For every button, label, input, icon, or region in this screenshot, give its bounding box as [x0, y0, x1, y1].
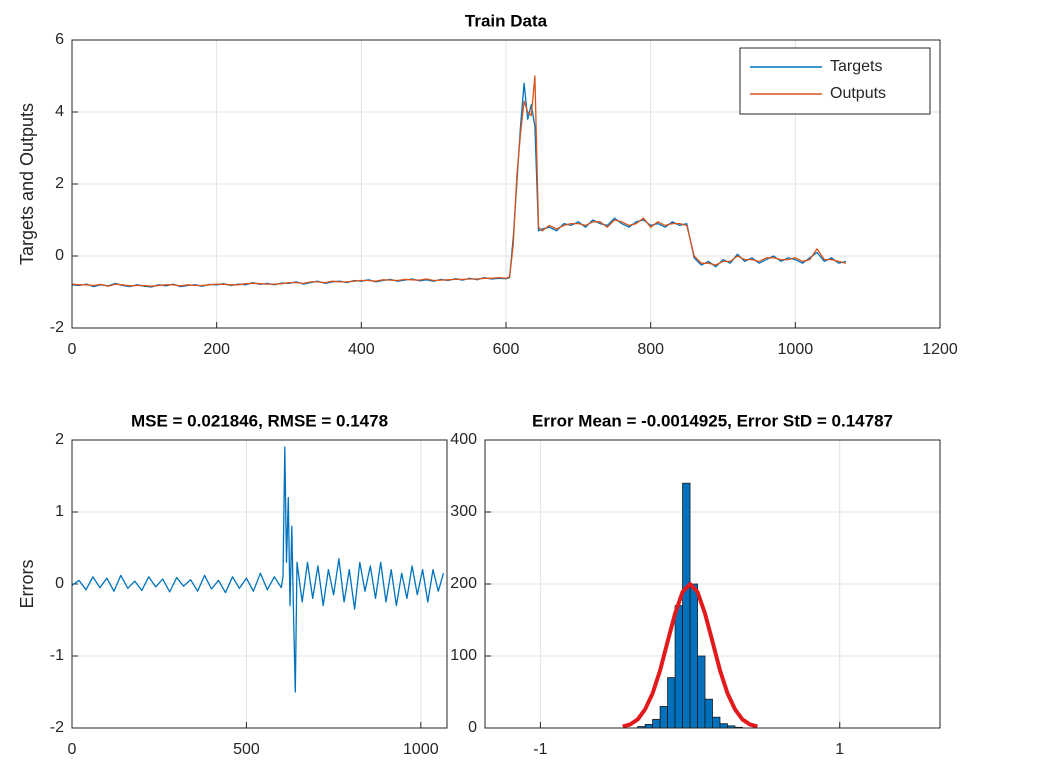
- x-tick-label: 1200: [922, 341, 958, 358]
- histogram-bar: [697, 655, 706, 729]
- x-tick-label: 1000: [778, 341, 814, 358]
- x-tick-label: -1: [533, 741, 547, 758]
- x-tick-label: 500: [233, 741, 260, 758]
- x-tick-label: 200: [203, 341, 230, 358]
- histogram-bar: [719, 723, 728, 729]
- histogram-bar: [704, 698, 713, 729]
- y-tick-label: -2: [50, 319, 64, 336]
- y-tick-label: 2: [55, 431, 64, 448]
- axes: 0 500 1000 -2 -1 0 1 2 MSE = 0.021846, RMSE = 0.…: [17, 411, 448, 758]
- y-tick-label: 400: [450, 431, 477, 448]
- y-axis-label: Targets and Outputs: [17, 103, 37, 265]
- x-tick-label: 1: [835, 741, 844, 758]
- y-tick-label: 0: [55, 575, 64, 592]
- legend-label: Targets: [830, 58, 882, 75]
- chart-title: Train Data: [465, 11, 548, 30]
- y-tick-label: -2: [50, 719, 64, 736]
- series-line: [71, 75, 847, 287]
- axes-box: [484, 439, 941, 729]
- histogram-bar: [712, 716, 721, 729]
- histogram-bar: [652, 718, 661, 729]
- x-tick-label: 1000: [403, 741, 439, 758]
- y-axis-label: Errors: [17, 560, 37, 609]
- histogram-bar: [659, 706, 668, 729]
- y-tick-label: 6: [55, 31, 64, 48]
- x-tick-label: 600: [493, 341, 520, 358]
- axes: -1 1 0 100 200 300 400 Error Mean = -0.0014925,…: [450, 411, 941, 758]
- x-tick-label: 0: [68, 741, 77, 758]
- histogram-bar: [667, 677, 676, 729]
- y-tick-label: -1: [50, 647, 64, 664]
- chart-title: Error Mean = -0.0014925, Error StD = 0.1…: [532, 411, 893, 430]
- y-tick-label: 4: [55, 103, 64, 120]
- histogram-bar: [682, 482, 691, 729]
- x-tick-label: 0: [68, 341, 77, 358]
- histogram-bar: [644, 724, 654, 729]
- legend-label: Outputs: [830, 85, 886, 102]
- y-tick-label: 300: [450, 503, 477, 520]
- y-tick-label: 0: [468, 719, 477, 736]
- axes-box: [71, 439, 448, 729]
- fit-curve: [622, 582, 758, 729]
- y-tick-label: 0: [55, 247, 64, 264]
- y-tick-label: 1: [55, 503, 64, 520]
- axes-box: [71, 39, 941, 329]
- chart-title: MSE = 0.021846, RMSE = 0.1478: [131, 411, 388, 430]
- y-tick-label: 100: [450, 647, 477, 664]
- x-tick-label: 400: [348, 341, 375, 358]
- y-tick-label: 2: [55, 175, 64, 192]
- x-tick-label: 800: [637, 341, 664, 358]
- histogram-bar: [674, 605, 683, 729]
- y-tick-label: 200: [450, 575, 477, 592]
- histogram-bar: [689, 583, 698, 729]
- legend-box: [739, 47, 931, 115]
- series-line: [71, 446, 445, 693]
